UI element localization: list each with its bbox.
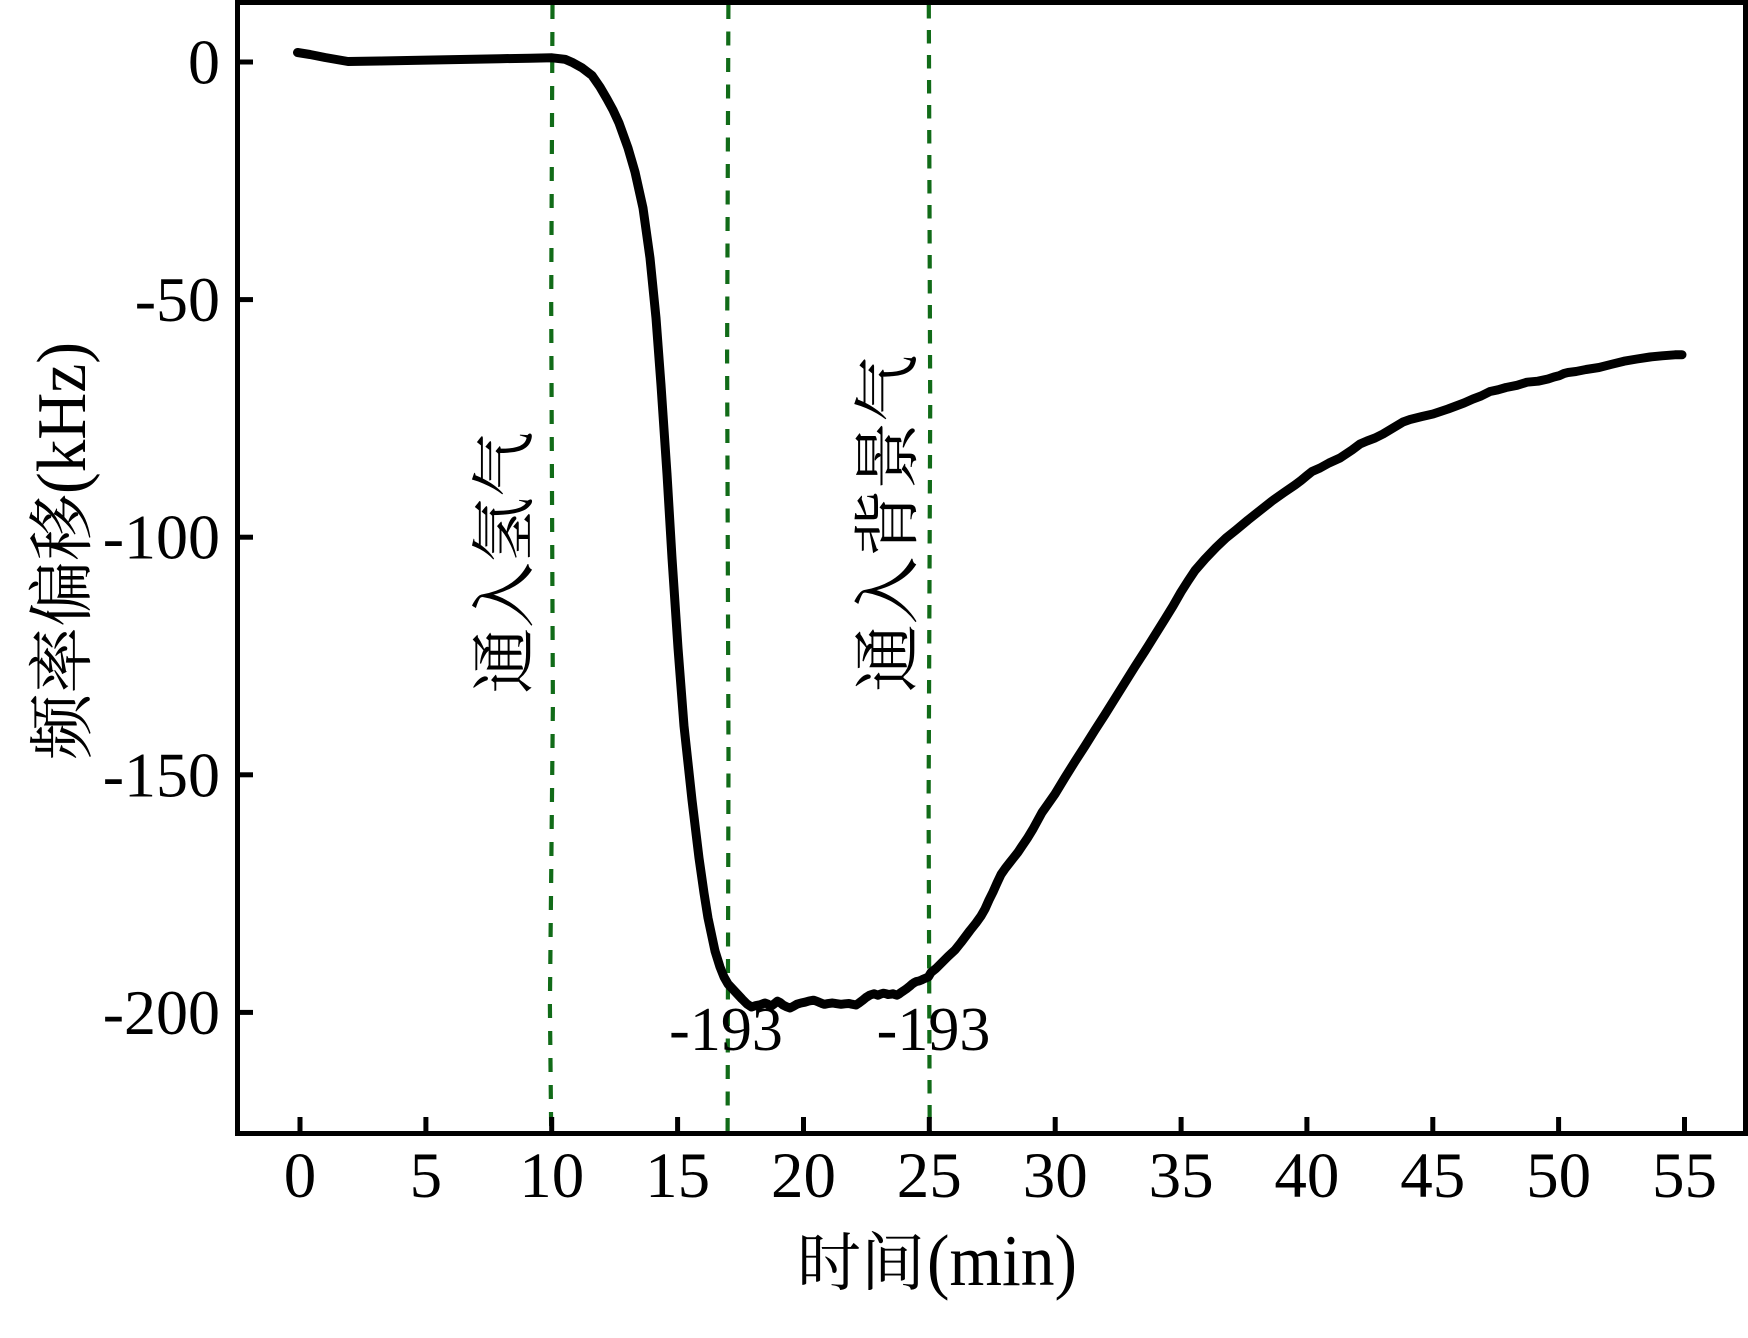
svg-text:10: 10 (519, 1140, 584, 1212)
svg-text:30: 30 (1023, 1140, 1088, 1212)
svg-text:35: 35 (1149, 1140, 1214, 1212)
svg-text:5: 5 (410, 1140, 443, 1212)
svg-text:15: 15 (645, 1140, 710, 1212)
svg-text:0: 0 (188, 27, 220, 98)
svg-text:0: 0 (284, 1140, 317, 1212)
svg-text:-193: -193 (669, 996, 783, 1064)
svg-text:-50: -50 (135, 264, 220, 335)
svg-text:20: 20 (771, 1140, 836, 1212)
svg-text:-100: -100 (103, 502, 220, 573)
svg-text:45: 45 (1400, 1140, 1465, 1212)
svg-text:(kHz): (kHz) (24, 342, 101, 494)
svg-text:-150: -150 (103, 739, 220, 810)
svg-text:25: 25 (897, 1140, 962, 1212)
svg-text:50: 50 (1526, 1140, 1591, 1212)
svg-text:40: 40 (1274, 1140, 1339, 1212)
svg-text:55: 55 (1652, 1140, 1717, 1212)
svg-text:(min): (min) (927, 1220, 1077, 1301)
svg-text:-193: -193 (877, 996, 991, 1064)
svg-text:-200: -200 (103, 977, 220, 1048)
